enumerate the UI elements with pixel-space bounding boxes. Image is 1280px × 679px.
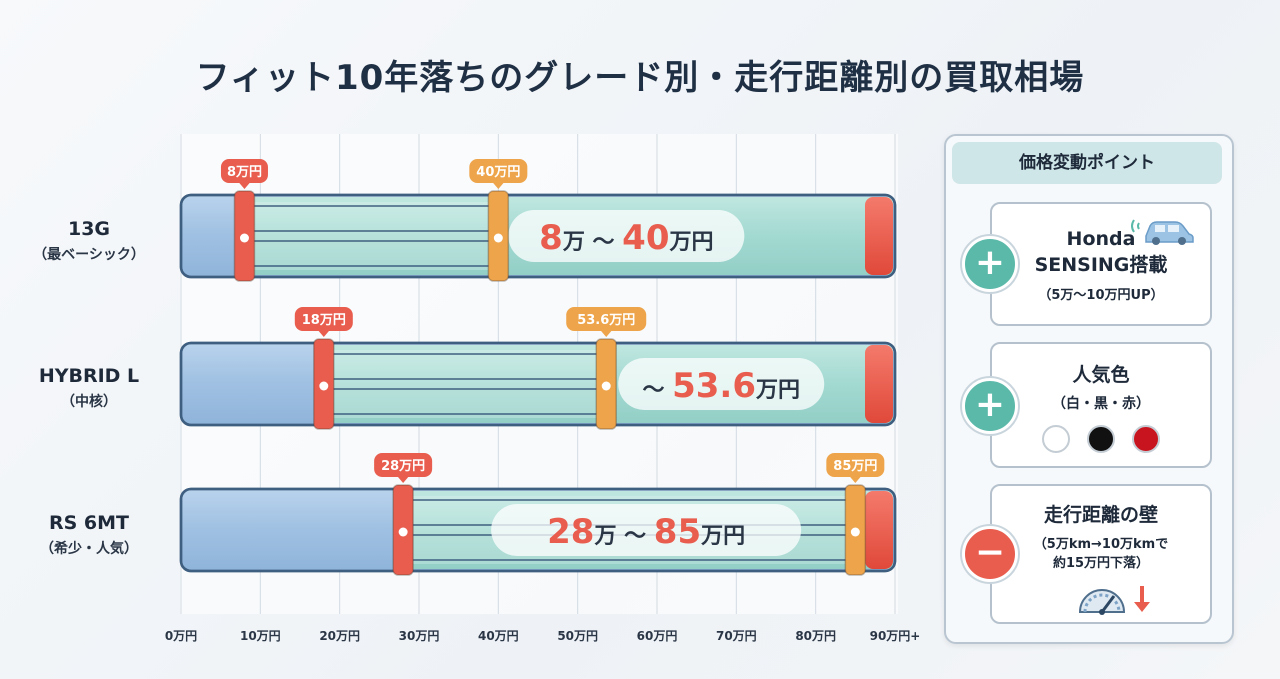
card-sub-2: 約15万円下落） [1052,556,1150,571]
range-high-value: 40 [622,218,669,258]
card-sub: （白・黒・赤） [1052,396,1150,412]
chart-title: フィット10年落ちのグレード別・走行距離別の買取相場 [195,58,1085,98]
honda-sensing-card: Honda SENSING搭載 （5万〜10万円UP） [990,202,1212,326]
white-color-swatch [1041,425,1070,453]
low-price-tag-pointer [238,182,251,189]
x-tick-label: 80万円 [795,629,836,643]
low-price-tag [374,453,433,477]
x-tick-label: 50万円 [557,629,598,643]
range-high-value: 85 [654,512,701,552]
high-price-tag [469,159,528,183]
popular-color-card: 人気色 （白・黒・赤） [990,342,1212,468]
color-swatches [992,425,1210,453]
high-price-tag-pointer [600,330,613,337]
black-color-swatch [1087,425,1115,453]
category-name: RS 6MT [48,512,130,534]
plus-sign-icon: + [962,236,1018,292]
x-tick-label: 40万円 [478,629,519,643]
card-sub: （5万〜10万円UP） [1038,288,1164,303]
category-name: HYBRID L [38,365,140,387]
high-price-tag-pointer [492,182,505,189]
bar-end-cap [865,345,893,423]
mileage-wall-card: 走行距離の壁 （5万km→10万kmで 約15万円下落） [990,484,1212,624]
high-marker-dot [850,527,860,537]
range-center-label: 28万 〜 85万円 [547,512,745,552]
range-highlight [244,202,499,270]
range-separator: 万 〜 [593,524,653,549]
x-tick-label: 10万円 [240,629,281,643]
range-bar-row: 〜 53.6万円 18万円 53.6万円 [179,307,897,430]
category-sub: （希少・人気） [40,541,138,557]
low-marker-dot [319,381,329,391]
x-tick-label: 70万円 [716,629,757,643]
card-sub: （5万km→10万kmで [1033,537,1169,552]
range-label-pill [508,210,745,262]
bar-outline [179,487,897,573]
category-sub: （最ベーシック） [33,247,145,263]
range-label-pill [491,504,802,556]
category-label-rs-6mt: RS 6MT （希少・人気） [4,512,174,558]
high-marker-dot [601,381,611,391]
high-price-label: 40万円 [476,165,520,180]
low-price-label: 8万円 [227,165,262,180]
x-tick-label: 30万円 [399,629,440,643]
low-price-label: 28万円 [381,459,425,474]
card-title: 走行距離の壁 [1043,504,1158,526]
category-label-hybrid-l: HYBRID L （中核） [4,365,174,411]
range-unit: 万円 [755,378,800,403]
range-center-label: 8万 〜 40万円 [539,218,713,258]
bar-outline [179,341,897,427]
range-low-value: 8 [539,218,563,258]
high-price-tag [826,453,885,477]
red-color-swatch [1132,425,1161,453]
bar-outline [179,193,897,279]
high-price-label: 53.6万円 [577,313,635,328]
card-title: 人気色 [1072,364,1130,386]
card-title: Honda SENSING搭載 [992,226,1210,278]
low-marker-dot [398,527,408,537]
high-price-label: 85万円 [833,459,877,474]
x-tick-label: 60万円 [637,629,678,643]
range-low-value: 28 [547,512,594,552]
range-high-value: 53.6 [672,366,756,406]
range-highlight [323,350,607,418]
car-sensor-icon [1131,219,1194,245]
low-price-tag-pointer [317,330,330,337]
high-price-tag [566,307,647,331]
speedometer-down-icon [1078,586,1150,615]
high-price-tag-pointer [849,476,862,483]
bar-end-cap [865,491,893,569]
low-price-tag-pointer [397,476,410,483]
card-title-line2: SENSING搭載 [1034,254,1168,276]
price-factor-panel: 価格変動ポイント Honda SENSING搭載 （5万〜10万円UP） + 人… [944,134,1234,644]
low-price-tag [220,159,268,183]
range-unit: 万円 [668,230,713,255]
minus-sign-icon: − [962,526,1018,582]
plus-sign-icon: + [962,378,1018,434]
range-separator: 〜 [642,378,672,403]
x-tick-label: 20万円 [319,629,360,643]
bar-end-cap [865,197,893,275]
x-tick-label: 0万円 [165,629,197,643]
range-center-label: 〜 53.6万円 [642,366,800,406]
x-tick-label: 90万円+ [870,629,921,643]
category-label-13g: 13G （最ベーシック） [4,218,174,264]
category-sub: （中核） [61,394,117,410]
range-unit: 万円 [700,524,745,549]
low-marker-dot [239,233,249,243]
card-title-line1: Honda [1066,228,1136,250]
high-marker-dot [493,233,503,243]
low-price-label: 18万円 [302,313,346,328]
range-separator: 万 〜 [562,230,622,255]
category-name: 13G [67,218,111,240]
low-price-tag [294,307,353,331]
panel-header: 価格変動ポイント [952,142,1222,184]
range-label-pill [618,358,825,410]
